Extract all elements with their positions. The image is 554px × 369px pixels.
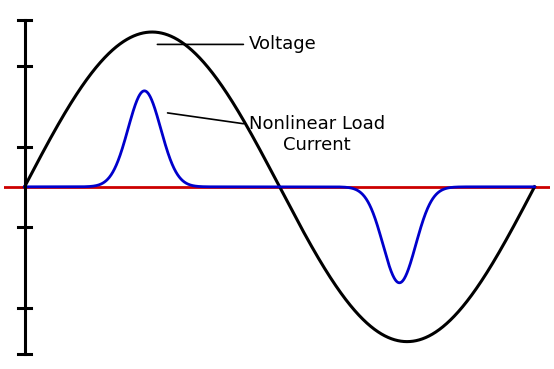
Text: Nonlinear Load
Current: Nonlinear Load Current	[167, 113, 385, 154]
Text: Voltage: Voltage	[157, 35, 317, 54]
